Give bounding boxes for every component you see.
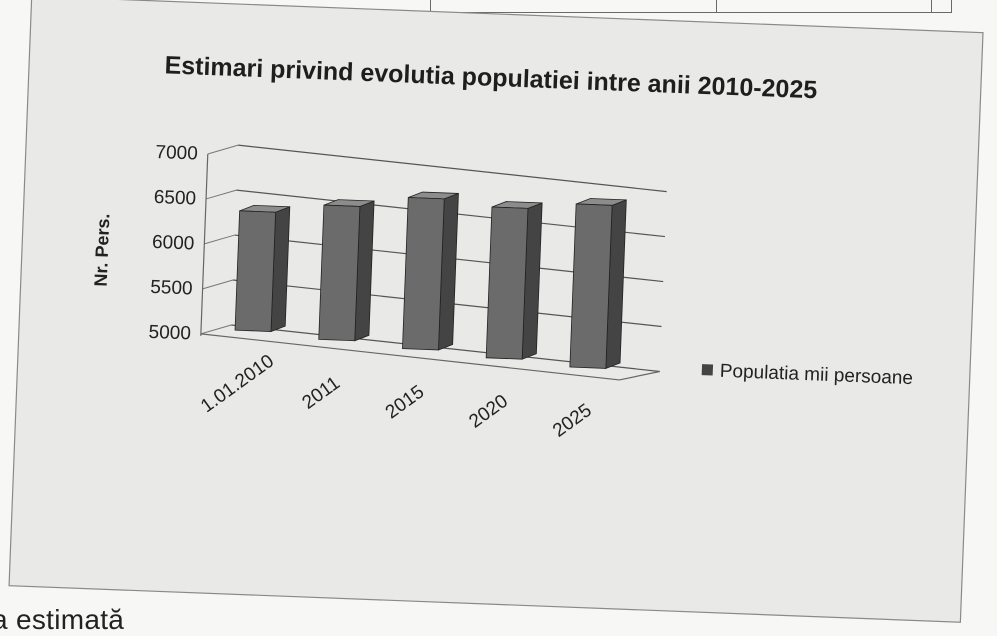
gridline-side — [205, 189, 237, 200]
bar — [402, 197, 445, 351]
gridline-side — [200, 324, 232, 335]
body-text-fragment: a estimată — [0, 604, 125, 635]
gridline-side — [207, 144, 239, 155]
bar — [569, 203, 613, 369]
y-tick-label: 5500 — [150, 277, 193, 300]
bar — [318, 204, 361, 342]
y-axis-label: Nr. Pers. — [91, 213, 114, 287]
table-divider — [931, 0, 932, 12]
y-axis-line — [200, 153, 209, 336]
y-tick-label: 5000 — [148, 322, 191, 345]
y-tick-label: 7000 — [155, 142, 198, 165]
floor-edge — [619, 370, 660, 381]
y-tick-label: 6500 — [153, 187, 196, 210]
bar — [234, 210, 277, 332]
gridline — [238, 144, 667, 193]
bar — [485, 206, 529, 360]
gridline-side — [202, 279, 234, 290]
table-divider — [716, 0, 717, 12]
x-axis-line — [200, 333, 620, 381]
y-tick-label: 6000 — [152, 232, 195, 255]
legend-swatch — [701, 364, 714, 376]
table-fragment — [430, 0, 952, 13]
gridline-side — [204, 234, 235, 245]
